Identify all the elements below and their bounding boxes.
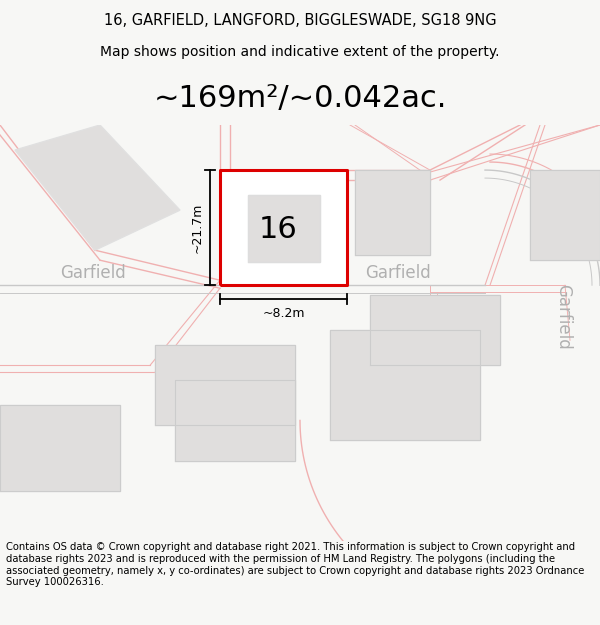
Text: ~8.2m: ~8.2m	[262, 308, 305, 320]
Polygon shape	[220, 170, 347, 285]
Text: ~169m²/~0.042ac.: ~169m²/~0.042ac.	[154, 84, 446, 113]
Text: Contains OS data © Crown copyright and database right 2021. This information is : Contains OS data © Crown copyright and d…	[6, 542, 584, 587]
Polygon shape	[530, 170, 600, 260]
Polygon shape	[15, 125, 180, 250]
Polygon shape	[355, 170, 430, 255]
Text: Garfield: Garfield	[365, 264, 431, 282]
Text: Map shows position and indicative extent of the property.: Map shows position and indicative extent…	[100, 45, 500, 59]
Text: 16, GARFIELD, LANGFORD, BIGGLESWADE, SG18 9NG: 16, GARFIELD, LANGFORD, BIGGLESWADE, SG1…	[104, 12, 496, 28]
Text: Garfield: Garfield	[554, 284, 572, 349]
Polygon shape	[175, 381, 295, 461]
Text: Garfield: Garfield	[60, 264, 126, 282]
Polygon shape	[155, 346, 295, 426]
Polygon shape	[330, 330, 480, 441]
Polygon shape	[248, 195, 320, 262]
Text: 16: 16	[259, 215, 298, 244]
Polygon shape	[0, 406, 120, 491]
Polygon shape	[370, 295, 500, 366]
Text: ~21.7m: ~21.7m	[191, 202, 204, 253]
